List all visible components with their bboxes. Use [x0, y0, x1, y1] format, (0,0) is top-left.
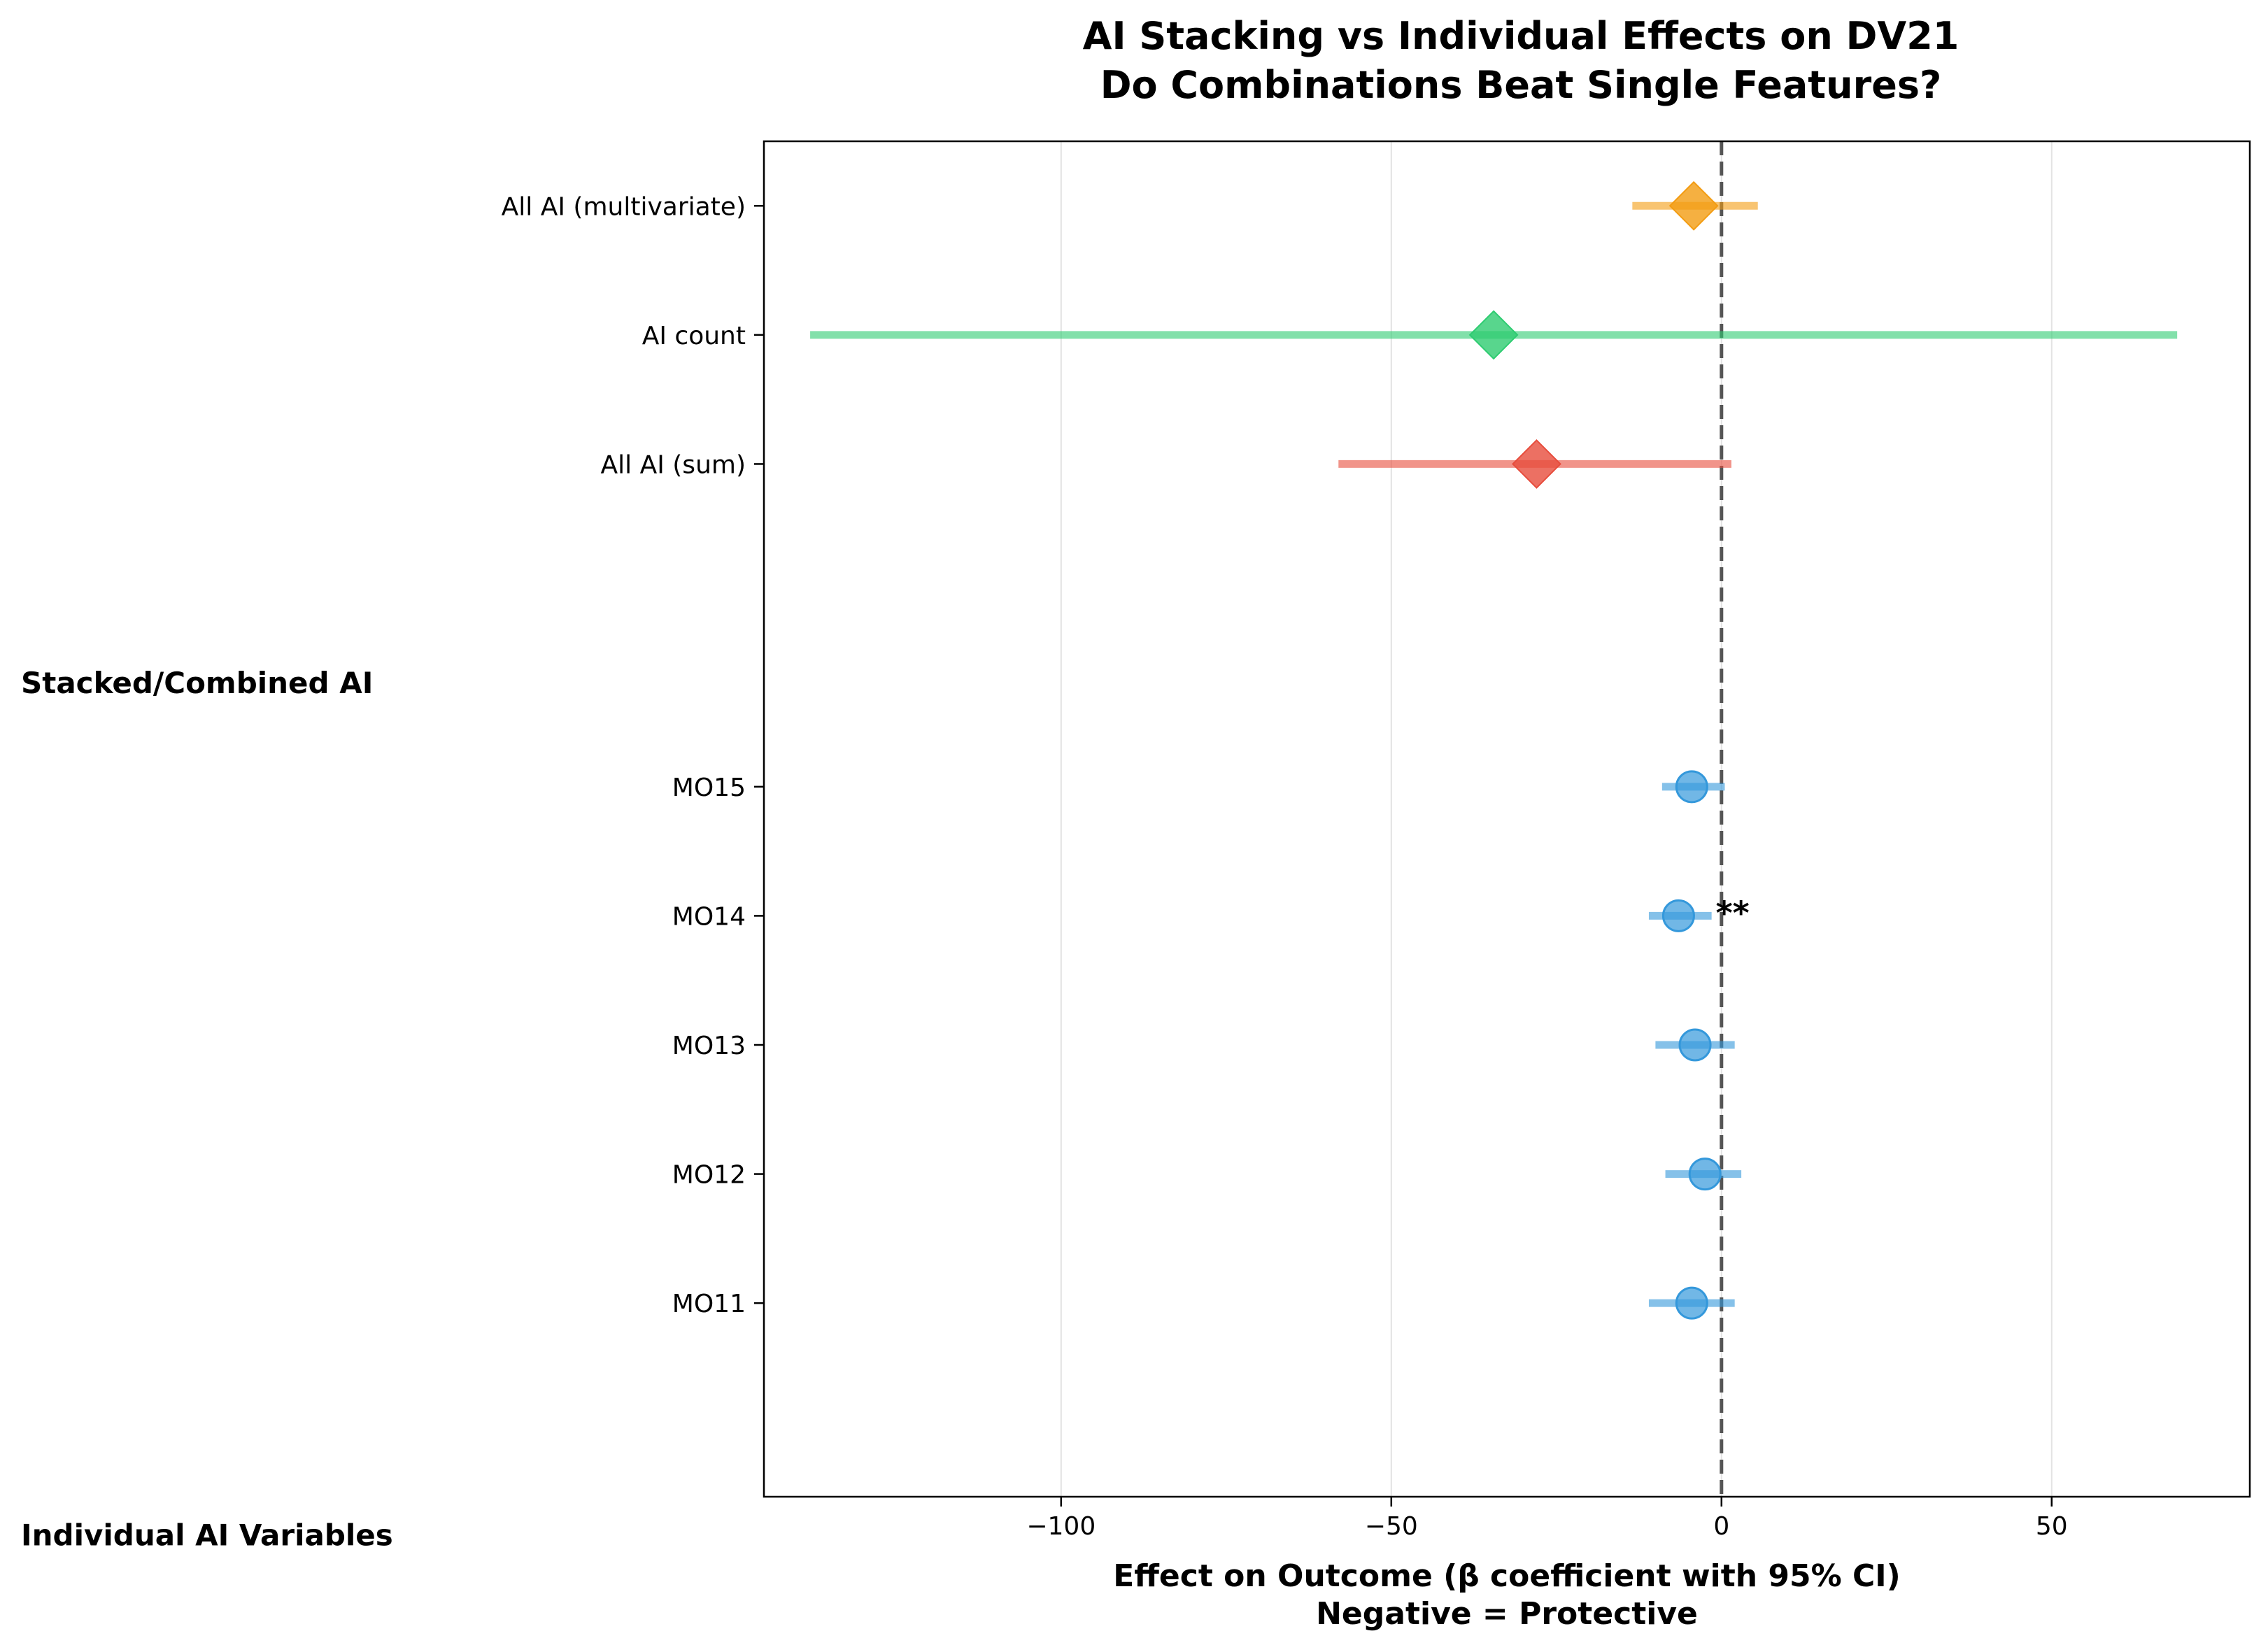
y-tick-label: MO13	[672, 1032, 746, 1060]
y-tick-label: AI count	[642, 322, 746, 350]
y-tick-label: MO12	[672, 1161, 746, 1190]
group-labels: Stacked/Combined AI Individual AI Variabl…	[21, 666, 393, 1552]
y-tick-label: All AI (multivariate)	[502, 192, 746, 221]
point-mo13-marker	[1678, 1028, 1712, 1062]
point-mo14-significance: **	[1716, 894, 1750, 932]
y-tick-label: MO11	[672, 1290, 746, 1318]
x-tick-label: −50	[1365, 1512, 1418, 1541]
annotation-layer: **	[1716, 894, 1750, 932]
y-tick-label: All AI (sum)	[601, 450, 746, 479]
x-axis-ticks: −100 −50 0 50	[1026, 1497, 2068, 1541]
point-mo15-marker	[1675, 770, 1708, 804]
chart-title-line-1: AI Stacking vs Individual Effects on DV2…	[1083, 14, 1959, 58]
grid-layer	[1060, 141, 2053, 1497]
y-tick-label: MO14	[672, 902, 746, 931]
group-label: Individual AI Variables	[21, 1518, 393, 1552]
point-all-ai-sum-marker	[1512, 439, 1561, 489]
point-mo11-marker	[1675, 1286, 1708, 1320]
plot-frame	[763, 140, 2251, 1498]
marker-layer	[1468, 180, 1722, 1320]
point-mo14-marker	[1661, 899, 1695, 932]
x-tick-label: 0	[1713, 1512, 1729, 1541]
point-all-ai-multivariate-marker	[1668, 180, 1719, 231]
x-tick-label: 50	[2036, 1512, 2068, 1541]
x-axis-label-line-1: Effect on Outcome (β coefficient with 95…	[1113, 1558, 1901, 1594]
point-mo12-marker	[1688, 1158, 1722, 1191]
x-tick-label: −100	[1026, 1512, 1096, 1541]
ci-layer	[810, 201, 2178, 1307]
y-axis-ticks: MO11 MO12 MO13 MO14 MO15 All AI (sum) AI count…	[502, 192, 764, 1318]
group-label: Stacked/Combined AI	[21, 666, 373, 700]
chart-title-line-2: Do Combinations Beat Single Features?	[1100, 63, 1942, 107]
x-axis-label-line-2: Negative = Protective	[1316, 1596, 1698, 1632]
y-tick-label: MO15	[672, 774, 746, 802]
point-ai-count-marker	[1468, 310, 1519, 360]
